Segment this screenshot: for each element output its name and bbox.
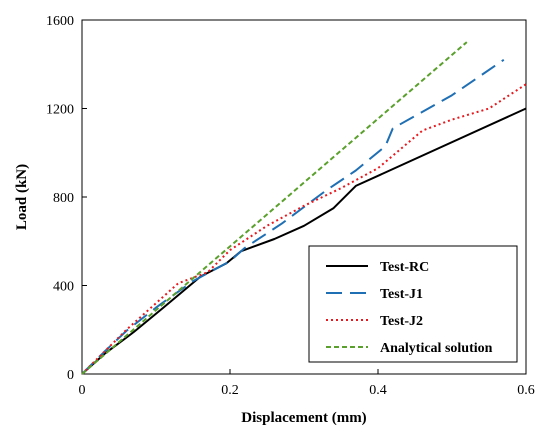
series-line-test-j1 [81, 58, 505, 375]
y-axis-title: Load (kN) [14, 164, 30, 230]
legend-label-test-rc: Test-RC [380, 260, 429, 275]
series-line-analytical-solution [81, 41, 468, 375]
legend: Test-RC Test-J1 Test-J2 Analytical solution [308, 245, 518, 363]
series-line-test-j2 [81, 83, 527, 375]
series-layer [81, 41, 527, 375]
x-tick-label: 0.4 [369, 383, 387, 398]
x-tick-label: 0.2 [221, 383, 239, 398]
legend-label-test-j2: Test-J2 [380, 314, 423, 329]
y-tick-label: 1600 [46, 14, 74, 29]
y-tick-label: 400 [53, 280, 74, 295]
legend-items: Test-RC Test-J1 Test-J2 Analytical solution [326, 260, 493, 356]
y-tick-label: 0 [67, 368, 74, 383]
y-tick-label: 800 [53, 191, 74, 206]
x-axis-title: Displacement (mm) [241, 410, 366, 426]
x-tick-label: 0.6 [517, 383, 535, 398]
axis-ticks: 0 0.2 0.4 0.6 0 400 800 1200 1600 [46, 14, 535, 398]
legend-label-test-j1: Test-J1 [380, 287, 423, 302]
x-tick-label: 0 [79, 383, 86, 398]
legend-label-analytical-solution: Analytical solution [380, 341, 493, 356]
y-tick-label: 1200 [46, 103, 74, 118]
